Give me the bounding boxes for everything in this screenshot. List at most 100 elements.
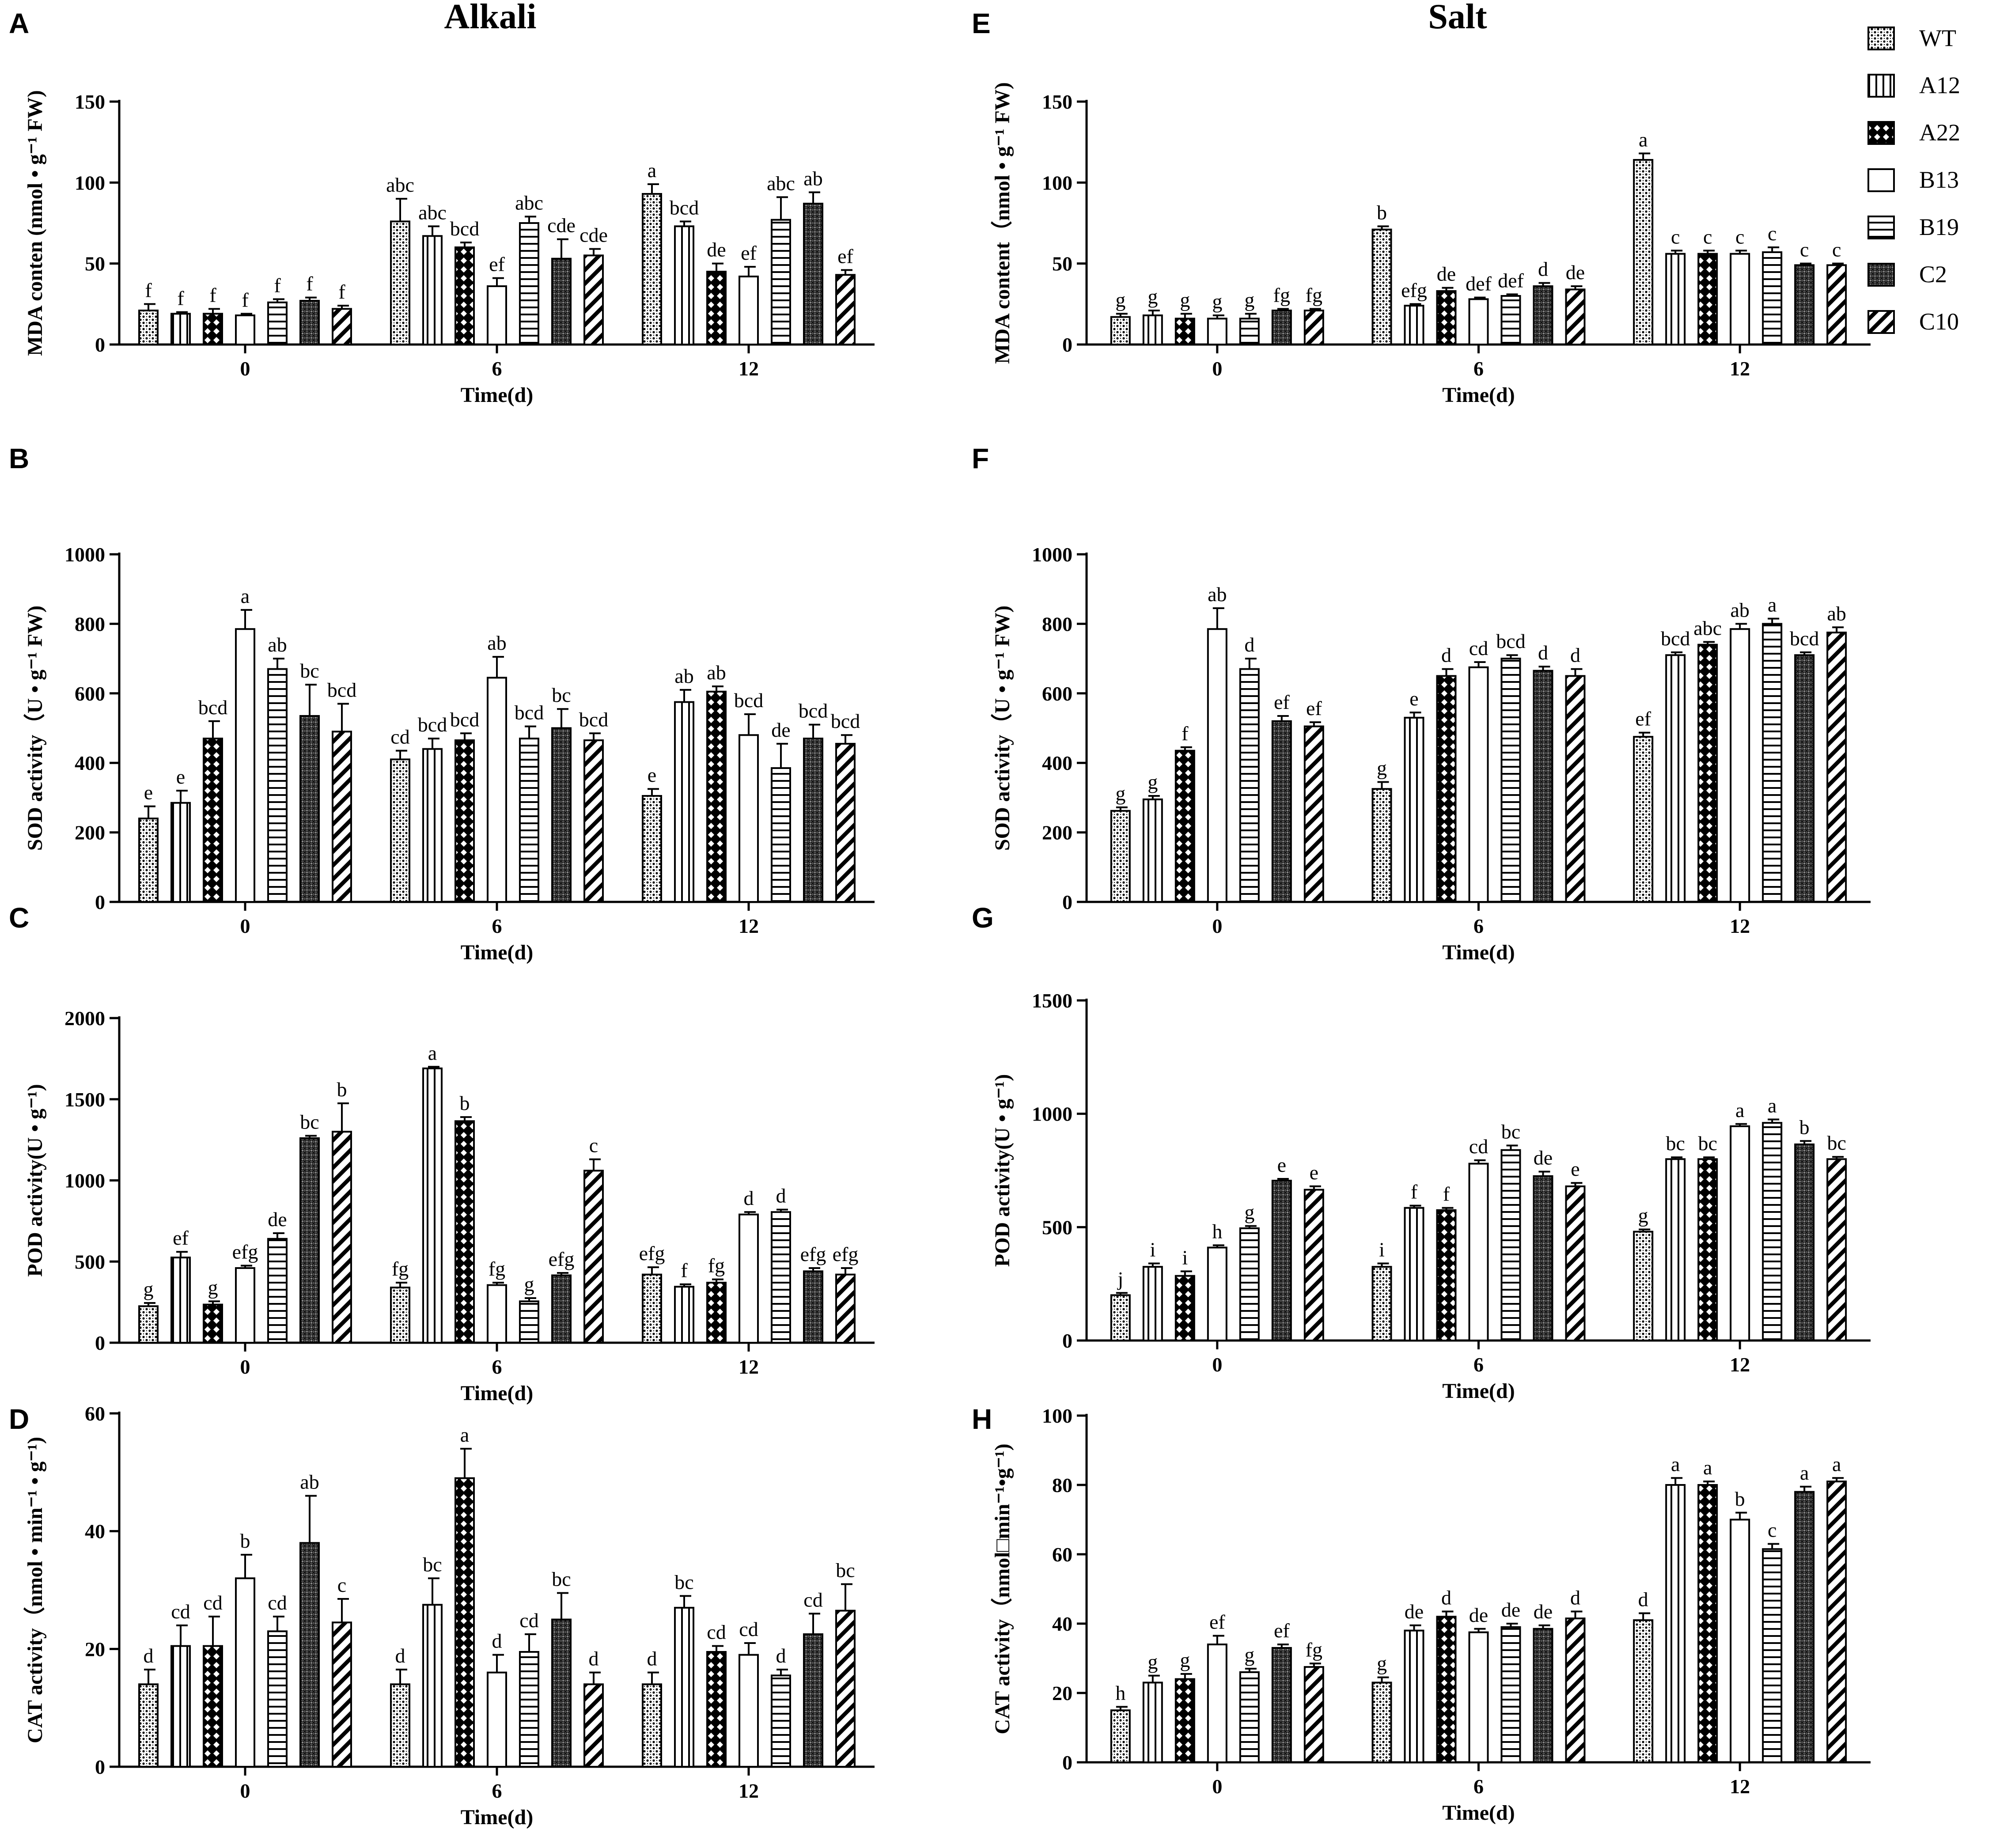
y-axis-label: MDA conten (nmol • g⁻¹ FW) (23, 90, 47, 356)
bar-B13-0 (235, 628, 255, 903)
bar-WT-0 (138, 1683, 159, 1768)
y-tick-label: 40 (85, 1520, 105, 1543)
bar-B19-0 (267, 301, 288, 346)
y-tick-label: 1500 (1032, 989, 1072, 1012)
y-tick-label: 0 (95, 1756, 105, 1778)
bar-A22-6 (455, 739, 475, 903)
significance-letter: a (460, 1424, 469, 1446)
y-tick-label: 100 (1042, 1405, 1072, 1427)
significance-letter: de (707, 239, 726, 261)
significance-letter: g (1244, 1201, 1254, 1223)
significance-letter: cd (519, 1609, 538, 1632)
significance-letter: f (1182, 722, 1189, 745)
bar-A22-12 (706, 271, 727, 345)
x-tick-label: 6 (492, 1356, 502, 1378)
significance-letter: ef (1209, 1610, 1225, 1633)
y-tick-label: 1000 (64, 543, 105, 566)
significance-letter: b (240, 1530, 250, 1552)
significance-letter: g (1115, 782, 1125, 805)
bar-C2-0 (299, 1542, 320, 1768)
y-axis-label: CAT activity（nmol • min⁻¹ • g⁻¹) (23, 1437, 47, 1743)
panel-letter-G: G (972, 902, 994, 934)
bar-A22-12 (1697, 1484, 1718, 1763)
significance-letter: abc (767, 172, 795, 194)
significance-letter: e (1571, 1158, 1579, 1180)
bar-C2-12 (1794, 1143, 1815, 1341)
significance-letter: a (1768, 594, 1776, 616)
x-tick-label: 12 (739, 915, 759, 937)
bar-A12-0 (1142, 314, 1163, 345)
bar-B19-0 (267, 1630, 288, 1768)
bar-B13-12 (739, 734, 759, 903)
x-axis-label: Time(d) (1442, 941, 1515, 964)
significance-letter: b (1735, 1488, 1745, 1510)
significance-letter: de (1437, 263, 1456, 285)
bar-C10-12 (835, 1609, 856, 1768)
significance-letter: fg (1306, 1638, 1322, 1661)
bar-B19-12 (771, 219, 791, 345)
bar-A22-6 (1436, 1616, 1457, 1764)
y-tick-label: 20 (85, 1638, 105, 1660)
bar-C10-0 (1303, 1666, 1324, 1763)
significance-letter: ab (487, 632, 506, 654)
significance-letter: c (589, 1134, 598, 1157)
bar-C2-0 (299, 715, 320, 903)
significance-letter: d (144, 1644, 154, 1667)
y-tick-label: 1000 (64, 1170, 105, 1192)
bar-A12-12 (1665, 1158, 1686, 1341)
significance-letter: c (337, 1574, 346, 1596)
bar-WT-6 (1371, 788, 1392, 903)
bar-A12-0 (1142, 798, 1163, 903)
bar-B13-0 (235, 314, 255, 345)
bar-B13-0 (1207, 628, 1227, 903)
panel-letter-D: D (9, 1403, 29, 1435)
y-tick-label: 50 (85, 253, 105, 275)
significance-letter: efg (1401, 279, 1427, 301)
significance-letter: bc (1666, 1132, 1685, 1155)
title-salt: Salt (1428, 0, 1487, 36)
x-tick-label: 6 (492, 357, 502, 380)
significance-letter: g (144, 1278, 154, 1300)
bar-WT-0 (1110, 1294, 1131, 1341)
significance-letter: h (1115, 1681, 1125, 1704)
x-tick-label: 6 (1473, 1775, 1484, 1798)
significance-letter: d (1441, 644, 1451, 666)
bar-C10-6 (583, 1170, 604, 1344)
bar-C10-0 (332, 731, 352, 903)
significance-letter: e (176, 765, 185, 788)
x-axis-label: Time(d) (1442, 383, 1515, 407)
significance-letter: f (145, 279, 152, 301)
x-axis-label: Time(d) (461, 383, 533, 407)
significance-letter: bcd (515, 701, 544, 724)
significance-letter: fg (489, 1257, 505, 1280)
bar-B19-12 (1762, 251, 1783, 345)
significance-letter: fg (1306, 284, 1322, 306)
significance-letter: efg (549, 1248, 575, 1270)
y-tick-label: 1000 (1032, 1103, 1072, 1125)
significance-letter: efg (800, 1243, 826, 1265)
bar-C10-6 (1565, 675, 1586, 903)
significance-letter: b (1377, 201, 1387, 223)
significance-letter: a (1735, 1099, 1744, 1121)
bar-B13-12 (739, 1654, 759, 1768)
significance-letter: a (241, 585, 250, 607)
significance-letter: de (1566, 261, 1585, 284)
significance-letter: def (1498, 269, 1524, 292)
panel-letter-H: H (972, 1403, 992, 1435)
x-tick-label: 6 (1473, 1353, 1484, 1376)
significance-letter: f (242, 288, 249, 311)
bar-B19-0 (1239, 1227, 1260, 1341)
bar-A22-0 (1174, 750, 1195, 903)
bar-B19-6 (519, 738, 539, 903)
bar-C10-6 (1565, 1617, 1586, 1764)
legend-swatch-C10 (1867, 310, 1895, 334)
significance-letter: bc (552, 1568, 571, 1590)
y-tick-label: 20 (1052, 1682, 1072, 1704)
bar-C10-6 (1565, 288, 1586, 345)
bar-B19-0 (267, 668, 288, 903)
bar-B19-12 (1762, 623, 1783, 903)
bar-C10-0 (332, 1131, 352, 1344)
significance-letter: def (1466, 273, 1492, 295)
